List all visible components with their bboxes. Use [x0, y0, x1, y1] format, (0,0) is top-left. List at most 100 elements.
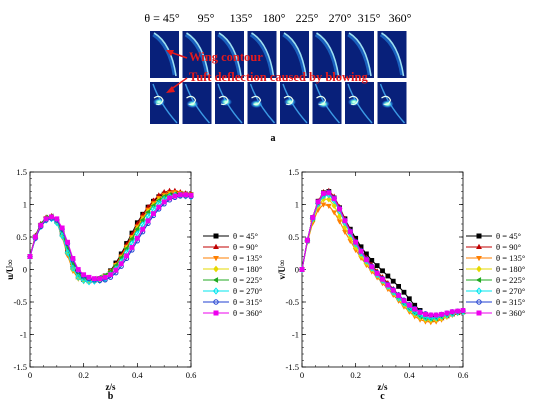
data-point — [145, 218, 151, 224]
data-point — [406, 296, 412, 302]
data-point — [476, 310, 482, 316]
data-point — [64, 249, 71, 257]
data-point — [449, 309, 455, 315]
wing-contour-glow — [379, 33, 403, 76]
data-point — [86, 278, 92, 286]
wing-contour-line — [153, 32, 177, 77]
theta-label: 225° — [296, 11, 319, 25]
wing-contour-line — [348, 32, 372, 77]
data-point — [213, 265, 219, 273]
data-series — [299, 202, 466, 326]
series-line — [29, 190, 192, 282]
data-point — [460, 308, 466, 313]
data-point — [151, 211, 156, 216]
y-tick-label: 1 — [23, 200, 27, 210]
legend-label: θ = 135° — [233, 253, 262, 263]
data-point — [326, 196, 332, 203]
data-series — [27, 187, 194, 284]
series-line — [301, 198, 464, 321]
tuft-shape — [283, 95, 294, 106]
tuft-shape — [218, 95, 229, 106]
data-point — [353, 239, 359, 245]
data-point — [213, 243, 219, 250]
legend-label: θ = 225° — [496, 275, 525, 285]
data-point — [156, 204, 162, 210]
wing-contour-glow — [217, 33, 241, 76]
theta-labels: θ = 45° 95° 135° 180° 225° 270° 315° 360° — [144, 11, 411, 25]
data-point — [213, 299, 219, 305]
data-point — [27, 254, 33, 259]
data-series — [299, 190, 466, 318]
data-point — [455, 308, 461, 314]
data-point — [118, 261, 124, 267]
theta-label: 135° — [230, 11, 253, 25]
legend-label: θ = 270° — [496, 286, 525, 296]
data-series — [299, 189, 466, 320]
data-point — [358, 248, 364, 254]
data-point — [406, 302, 412, 308]
data-point — [475, 287, 483, 295]
wing-contour-line — [316, 32, 340, 77]
annotation-tuft-deflection: Tuft deflection caused by blowing — [189, 70, 368, 84]
data-point — [412, 306, 418, 312]
tuft-image-frames — [150, 31, 407, 124]
tuft-shape — [316, 95, 327, 106]
data-series — [299, 189, 466, 318]
data-series — [298, 191, 465, 322]
data-point — [140, 226, 146, 232]
series-line — [301, 203, 464, 323]
data-point — [428, 312, 434, 318]
data-point — [331, 210, 338, 216]
data-point — [172, 193, 178, 199]
data-point — [299, 267, 305, 272]
legend-label: θ = 315° — [496, 297, 525, 307]
data-series — [27, 192, 194, 281]
data-point — [433, 312, 439, 318]
x-axis-label: z/s — [378, 382, 388, 392]
tuft-shape — [348, 95, 359, 106]
data-point — [212, 277, 219, 283]
panel-label: b — [108, 391, 114, 402]
series-line — [301, 193, 464, 320]
y-tick-label: 0.5 — [288, 232, 299, 242]
legend-label: θ = 315° — [233, 297, 262, 307]
data-point — [390, 287, 396, 293]
legend: θ = 45°θ = 90°θ = 135°θ = 180°θ = 225°θ … — [203, 231, 262, 318]
data-point — [75, 267, 81, 272]
wing-contour-glow — [347, 33, 371, 76]
data-point — [212, 287, 220, 295]
wing-contour-glow — [314, 33, 338, 76]
wing-contour-glow — [249, 33, 273, 76]
data-point — [396, 293, 401, 298]
data-point — [475, 277, 482, 283]
data-point — [347, 229, 353, 235]
data-point — [380, 268, 385, 274]
data-point — [439, 311, 444, 317]
data-point — [213, 255, 219, 262]
data-point — [129, 245, 135, 250]
data-series — [26, 191, 193, 283]
chart-b-u-velocity: -1.5 -1 -0.5 0 0.5 1 1.5 0 0.2 0.4 0.6 z/s u/U∞ θ = 4… — [5, 167, 262, 402]
annotation-wing-contour: Wing contour — [189, 50, 263, 64]
legend-label: θ = 135° — [496, 253, 525, 263]
chart-c-v-velocity: -1.5 -1 -0.5 0 0.5 1 1.5 0 0.2 0.4 0.6 z/s v/U∞ θ = 4… — [277, 167, 525, 402]
wing-contour-line — [251, 32, 275, 77]
y-tick-label: 1 — [295, 200, 299, 210]
data-point — [326, 203, 332, 209]
data-point — [128, 236, 134, 242]
data-point — [331, 202, 337, 209]
theta-label: 270° — [329, 11, 352, 25]
wing-contour-line — [283, 32, 307, 77]
y-tick-label: -0.5 — [14, 297, 27, 307]
y-axis-label: u/U∞ — [5, 259, 15, 279]
data-point — [476, 299, 482, 305]
data-point — [183, 192, 189, 198]
series-line — [29, 193, 192, 282]
data-point — [337, 206, 342, 212]
legend-label: θ = 180° — [496, 264, 525, 274]
data-point — [315, 199, 321, 205]
data-point — [49, 214, 54, 220]
legend-label: θ = 270° — [233, 286, 262, 296]
tuft-shape — [381, 95, 392, 106]
data-point — [134, 226, 140, 233]
